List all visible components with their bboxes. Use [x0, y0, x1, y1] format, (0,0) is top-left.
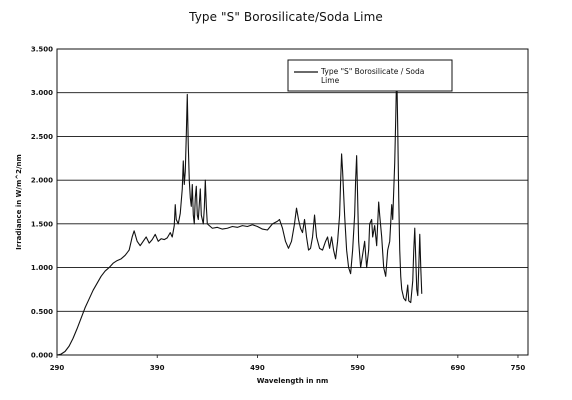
y-tick-label: 0.000 — [31, 352, 53, 360]
x-tick-label: 750 — [511, 364, 526, 372]
plot-frame — [56, 48, 529, 356]
x-tick-label: 590 — [350, 364, 365, 372]
x-tick-label: 390 — [150, 364, 165, 372]
y-tick-label: 3.500 — [31, 46, 53, 54]
y-tick-label: 2.500 — [31, 133, 53, 141]
y-tick-label: 0.500 — [31, 308, 53, 316]
series-line — [56, 67, 423, 356]
y-tick-label: 3.000 — [31, 89, 53, 97]
x-tick-label: 690 — [451, 364, 466, 372]
y-tick-label: 1.000 — [31, 264, 53, 272]
chart-title: Type "S" Borosilicate/Soda Lime — [189, 10, 383, 24]
y-axis-label: Irradiance in W/m^2/nm — [15, 154, 23, 250]
x-axis-label: Wavelength in nm — [257, 377, 329, 385]
y-tick-label: 1.500 — [31, 220, 53, 228]
x-tick-label: 490 — [250, 364, 265, 372]
y-tick-label: 2.000 — [31, 177, 53, 185]
y-tick-labels: 0.000 0.500 1.000 1.500 2.000 2.500 3.000 3.500 — [31, 46, 53, 360]
x-tick-label: 290 — [50, 364, 65, 372]
legend: Type "S" Borosilicate / Soda Lime — [287, 59, 453, 92]
x-tick-labels: 290 390 490 590 690 750 — [50, 355, 526, 372]
gridlines — [57, 48, 528, 356]
legend-label: Type "S" Borosilicate / Soda Lime — [320, 67, 424, 85]
legend-box — [287, 59, 453, 92]
